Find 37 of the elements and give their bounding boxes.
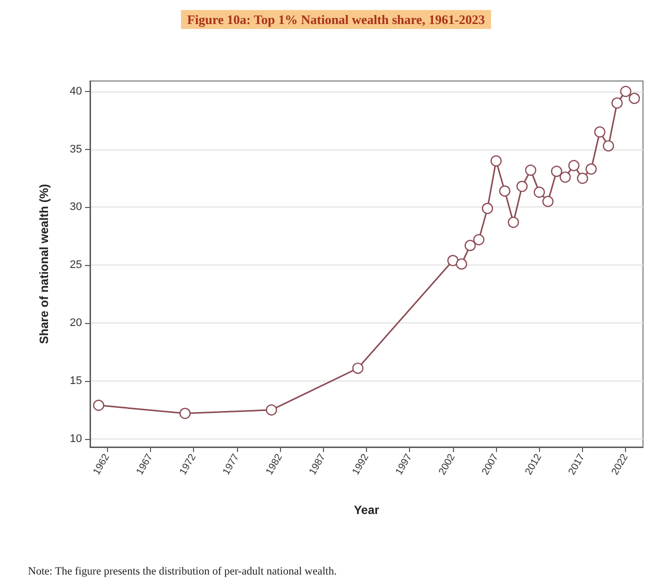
point xyxy=(534,186,545,198)
point xyxy=(447,254,459,266)
text: Note: The figure presents the distribution of per-adult national wealth. xyxy=(28,566,337,578)
y-tick-label: 25 xyxy=(70,259,82,272)
point xyxy=(516,180,528,192)
point xyxy=(482,202,494,214)
y-tick-label: 15 xyxy=(70,374,82,387)
point xyxy=(551,166,562,177)
point xyxy=(568,160,580,172)
point xyxy=(93,400,104,411)
y-tick-label: 40 xyxy=(70,85,82,98)
point xyxy=(611,97,623,109)
point xyxy=(266,404,278,416)
point xyxy=(576,172,588,184)
point xyxy=(499,185,510,197)
point xyxy=(352,362,364,374)
y-tick-label: 20 xyxy=(70,317,82,330)
point xyxy=(560,172,571,183)
point xyxy=(473,234,484,246)
point xyxy=(525,164,536,176)
y-tick-label: 30 xyxy=(70,201,82,214)
point xyxy=(628,92,640,104)
y-axis-title: Share of national wealth (%) xyxy=(37,184,51,344)
point xyxy=(542,196,554,208)
y-tick-label: 35 xyxy=(70,143,82,156)
point xyxy=(620,86,632,98)
point xyxy=(179,408,191,420)
point xyxy=(464,240,476,252)
x-axis-title: Year xyxy=(354,503,380,517)
chart-title: Figure 10a: Top 1% National wealth share, 1961-2023 xyxy=(187,12,486,27)
y-tick-label: 10 xyxy=(70,432,82,445)
point xyxy=(490,155,502,167)
point xyxy=(508,216,519,228)
point xyxy=(594,126,606,138)
point xyxy=(586,163,597,175)
point xyxy=(456,258,468,270)
point xyxy=(602,140,614,152)
